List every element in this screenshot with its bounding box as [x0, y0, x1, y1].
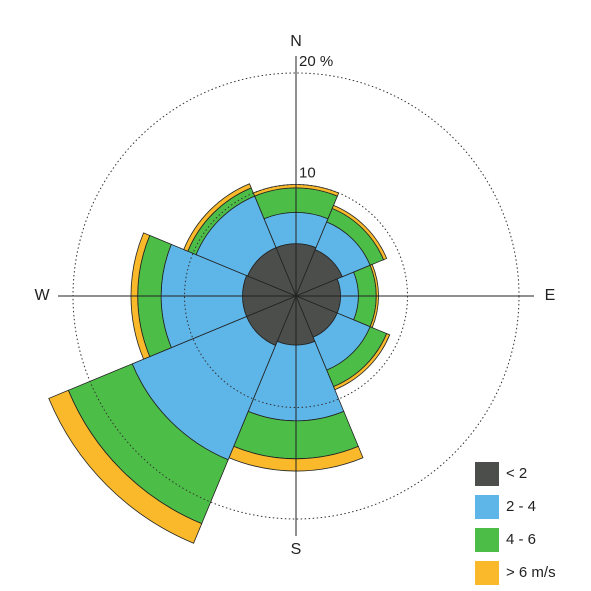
- direction-label: W: [34, 287, 50, 304]
- r-tick-label: 20 %: [299, 53, 333, 70]
- sector-segment: [252, 184, 340, 197]
- legend-label: < 2: [506, 465, 527, 482]
- grid-circle: [72, 72, 520, 520]
- sector-segment: [183, 183, 252, 252]
- direction-label: N: [290, 33, 302, 50]
- sector-segment: [331, 204, 388, 261]
- legend-swatch: [475, 462, 499, 486]
- legend-label: > 6 m/s: [506, 564, 556, 581]
- legend-swatch: [475, 495, 499, 519]
- direction-label: E: [545, 287, 556, 304]
- legend-label: 4 - 6: [506, 531, 536, 548]
- sector-segment: [48, 389, 203, 544]
- grid-circle: [184, 184, 408, 408]
- legend-label: 2 - 4: [506, 498, 536, 515]
- sector-segment: [130, 232, 151, 360]
- direction-label: S: [291, 541, 302, 558]
- r-tick-label: 10: [299, 164, 316, 181]
- legend-swatch: [475, 528, 499, 552]
- legend-swatch: [475, 561, 499, 585]
